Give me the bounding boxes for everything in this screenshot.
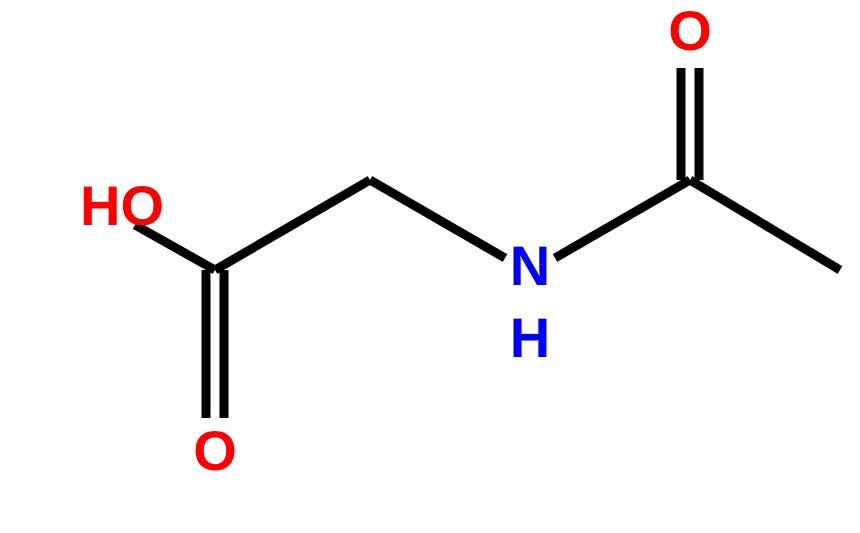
atom-N-sub: H <box>510 306 550 369</box>
atom-O_carbonyl1: O <box>193 419 237 482</box>
atoms-group: HOONHO <box>80 0 712 482</box>
atom-N: N <box>510 234 550 297</box>
atom-O_carbonyl2: O <box>668 0 712 62</box>
molecule-diagram: HOONHO <box>0 0 860 533</box>
bonds-group <box>135 68 840 418</box>
atom-O_hydroxyl: HO <box>80 174 164 237</box>
